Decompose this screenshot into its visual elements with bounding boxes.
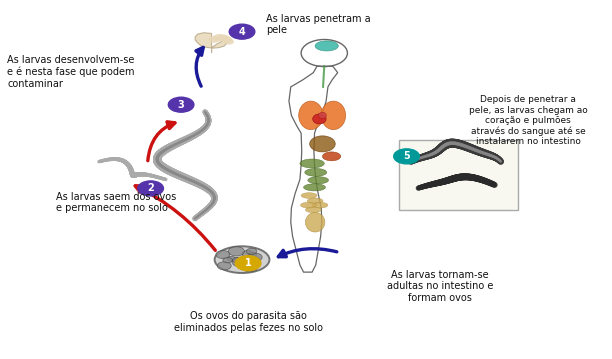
Circle shape: [249, 259, 259, 265]
Text: 5: 5: [403, 151, 410, 161]
Ellipse shape: [299, 101, 323, 130]
Ellipse shape: [315, 41, 338, 51]
FancyArrowPatch shape: [196, 47, 203, 86]
Circle shape: [233, 257, 242, 263]
Circle shape: [247, 253, 262, 262]
Text: 2: 2: [147, 183, 154, 194]
Ellipse shape: [308, 177, 329, 184]
Text: Os ovos do parasita são
eliminados pelas fezes no solo: Os ovos do parasita são eliminados pelas…: [174, 311, 323, 333]
Circle shape: [138, 181, 163, 196]
Circle shape: [214, 34, 225, 41]
Ellipse shape: [310, 136, 335, 152]
Text: As larvas saem dos ovos
e permanecem no solo: As larvas saem dos ovos e permanecem no …: [56, 192, 176, 214]
Circle shape: [245, 264, 254, 269]
Circle shape: [394, 149, 419, 164]
Circle shape: [216, 251, 230, 258]
Polygon shape: [195, 33, 227, 53]
Ellipse shape: [305, 207, 321, 213]
Circle shape: [218, 35, 229, 41]
Ellipse shape: [301, 193, 317, 199]
Text: Depois de penetrar a
pele, as larvas chegam ao
coração e pulmões
através do sang: Depois de penetrar a pele, as larvas che…: [469, 95, 588, 146]
Circle shape: [241, 256, 256, 265]
Circle shape: [242, 258, 258, 267]
Ellipse shape: [323, 152, 341, 161]
FancyBboxPatch shape: [399, 140, 518, 210]
FancyArrowPatch shape: [148, 122, 175, 161]
Circle shape: [245, 256, 261, 265]
Circle shape: [241, 262, 258, 272]
Circle shape: [230, 24, 255, 39]
Text: As larvas penetram a
pele: As larvas penetram a pele: [266, 14, 371, 35]
Circle shape: [228, 247, 244, 256]
Circle shape: [222, 37, 232, 42]
Circle shape: [168, 97, 194, 112]
Circle shape: [242, 251, 253, 257]
Ellipse shape: [313, 114, 326, 124]
FancyArrowPatch shape: [278, 249, 337, 257]
Text: 1: 1: [245, 258, 252, 268]
FancyArrowPatch shape: [135, 186, 215, 250]
Circle shape: [228, 256, 236, 261]
Circle shape: [236, 256, 261, 271]
Ellipse shape: [300, 202, 316, 208]
Circle shape: [217, 262, 231, 270]
Circle shape: [225, 39, 234, 44]
Text: 3: 3: [177, 100, 184, 110]
Ellipse shape: [321, 101, 346, 130]
Ellipse shape: [307, 198, 323, 204]
Ellipse shape: [305, 213, 325, 232]
Circle shape: [248, 252, 256, 257]
Ellipse shape: [304, 184, 326, 191]
Circle shape: [247, 248, 257, 255]
Circle shape: [223, 257, 233, 263]
Text: 4: 4: [239, 27, 245, 37]
Circle shape: [232, 257, 248, 267]
Circle shape: [209, 37, 219, 42]
Text: As larvas desenvolvem-se
e é nesta fase que podem
contaminar: As larvas desenvolvem-se e é nesta fase …: [7, 55, 135, 89]
Ellipse shape: [305, 168, 327, 176]
Ellipse shape: [312, 202, 328, 208]
Circle shape: [247, 262, 259, 269]
Text: As larvas tornam-se
adultas no intestino e
formam ovos: As larvas tornam-se adultas no intestino…: [387, 270, 493, 303]
Ellipse shape: [318, 112, 326, 118]
Ellipse shape: [300, 159, 324, 168]
Ellipse shape: [215, 246, 269, 273]
